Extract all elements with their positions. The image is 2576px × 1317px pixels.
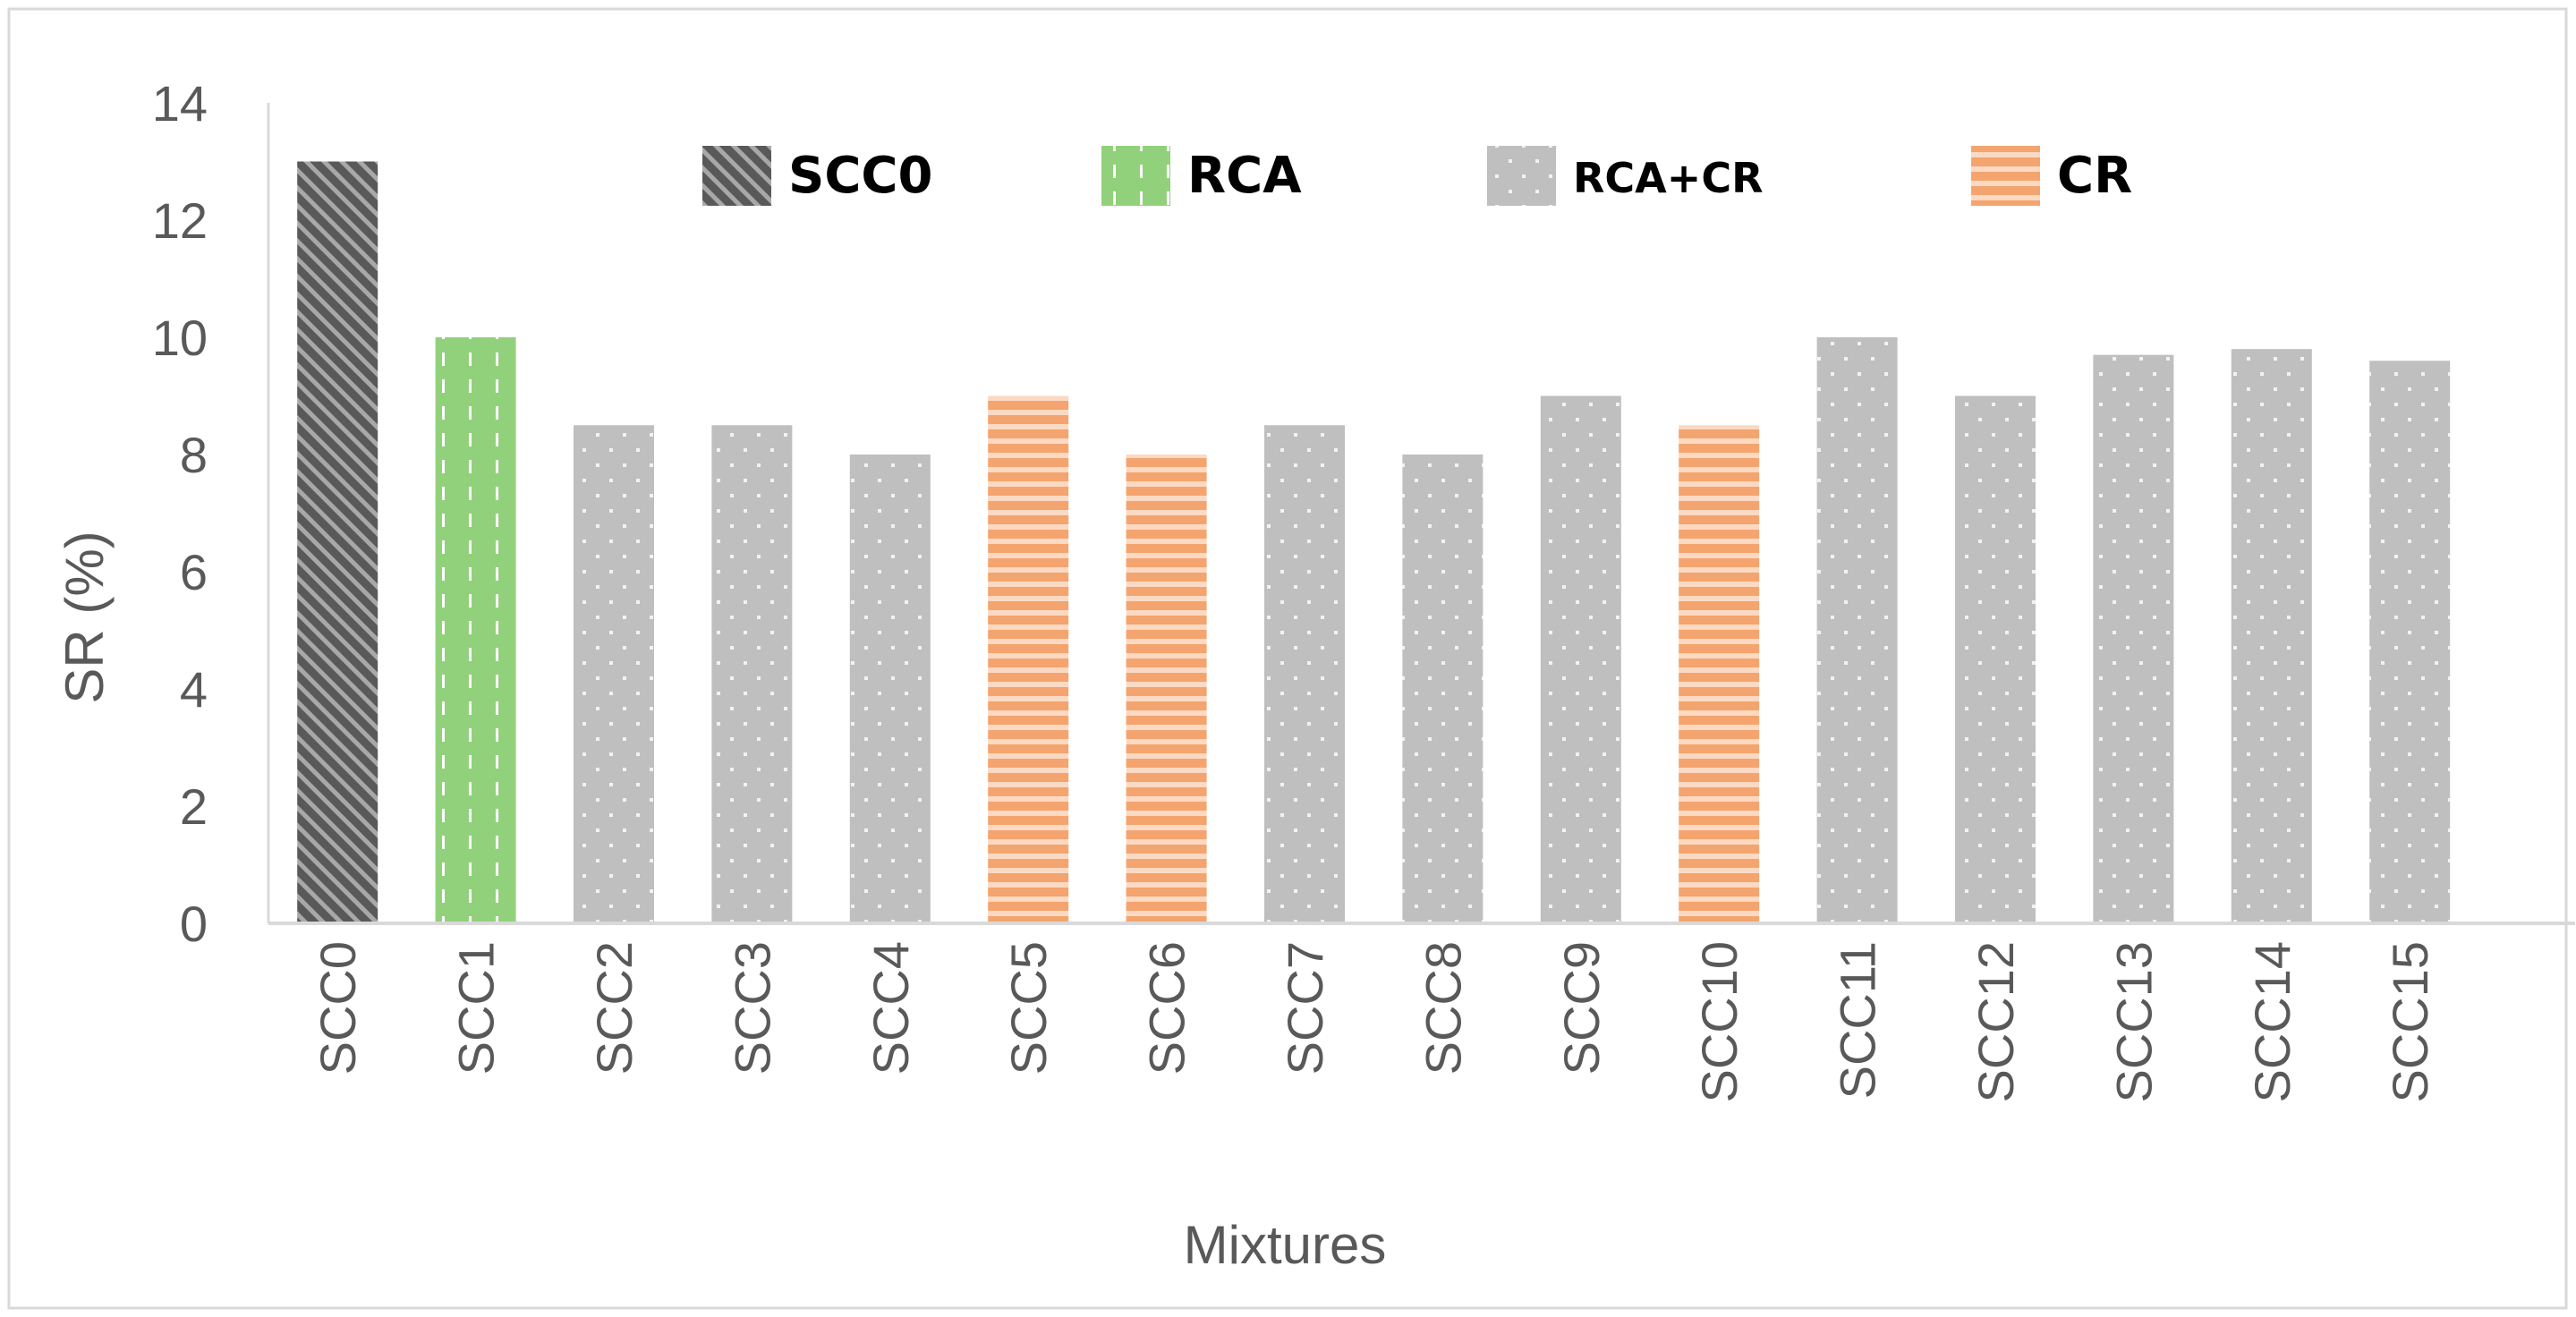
x-tick-label: SCC5: [1000, 941, 1057, 1075]
y-axis-title: SR (%): [55, 531, 115, 703]
x-tick-label: SCC1: [448, 941, 505, 1075]
x-tick-label: SCC4: [863, 941, 919, 1075]
legend-item-rca: RCA: [1101, 146, 1302, 206]
x-tick-label: SCC6: [1139, 941, 1195, 1075]
legend-item-scc0: SCC0: [702, 146, 933, 206]
legend-swatch: [1101, 146, 1170, 206]
y-tick-label: 8: [180, 427, 208, 483]
y-tick-label: 14: [152, 75, 208, 132]
y-tick-label: 2: [180, 778, 208, 835]
x-tick-label: SCC10: [1691, 941, 1747, 1103]
legend-item-rca-plus-cr: RCA+CR: [1487, 146, 1764, 206]
bar-scc11: [1816, 337, 1898, 923]
x-tick-label: SCC11: [1830, 941, 1886, 1099]
bar-scc15: [2369, 361, 2451, 923]
bar-scc13: [2093, 354, 2174, 923]
legend-label: CR: [2057, 147, 2132, 205]
bar-scc10: [1679, 425, 1760, 923]
bar-scc1: [435, 337, 516, 923]
y-tick-label: 10: [152, 310, 208, 366]
bar-scc3: [711, 425, 793, 923]
legend-item-cr: CR: [1971, 146, 2132, 206]
bar-scc14: [2231, 349, 2312, 924]
x-tick-label: SCC13: [2105, 941, 2162, 1103]
bar-scc5: [988, 395, 1069, 923]
x-axis-title: Mixtures: [1184, 1215, 1387, 1275]
x-tick-label: SCC2: [586, 941, 642, 1075]
legend-swatch: [1487, 146, 1556, 206]
bar-scc4: [849, 455, 931, 923]
bar-scc2: [574, 425, 654, 923]
bar-scc12: [1955, 395, 2036, 923]
x-tick-label: SCC3: [724, 941, 780, 1075]
bar-scc7: [1264, 425, 1345, 923]
x-tick-label: SCC14: [2244, 941, 2300, 1103]
y-tick-label: 4: [180, 661, 208, 718]
legend-swatch: [1971, 146, 2040, 206]
x-tick-label: SCC9: [1553, 941, 1610, 1075]
legend-label: RCA+CR: [1573, 154, 1764, 202]
x-tick-label: SCC0: [310, 941, 366, 1075]
legend-swatch: [702, 146, 771, 206]
x-tick-label: SCC8: [1415, 941, 1471, 1075]
x-tick-label: SCC12: [1968, 941, 2024, 1103]
bar-scc6: [1126, 455, 1207, 923]
bar-scc0: [297, 161, 378, 923]
y-tick-label: 0: [180, 896, 208, 952]
y-tick-label: 12: [152, 192, 208, 249]
x-tick-label: SCC7: [1277, 941, 1333, 1075]
bar-scc9: [1540, 395, 1621, 923]
legend-label: RCA: [1187, 147, 1302, 205]
legend-label: SCC0: [788, 147, 933, 205]
bar-scc8: [1402, 455, 1484, 923]
y-tick-label: 6: [180, 544, 208, 600]
x-tick-label: SCC15: [2382, 941, 2438, 1103]
